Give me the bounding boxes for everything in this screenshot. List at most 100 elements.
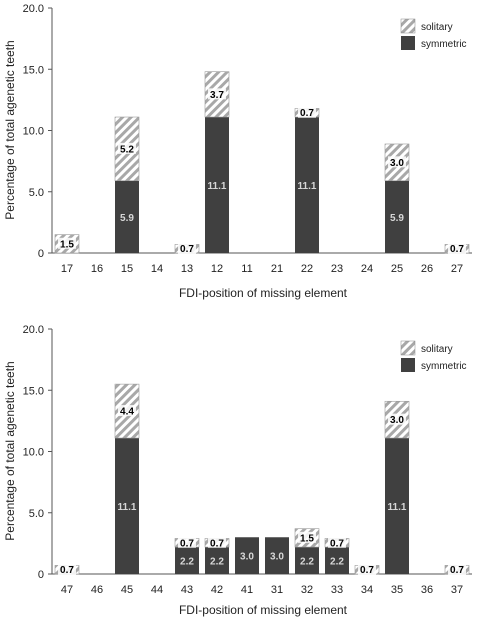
- y-tick-label: 10.0: [23, 447, 44, 459]
- data-label-bg: [298, 106, 316, 118]
- legend-label-symmetric: symmetric: [421, 39, 467, 50]
- y-tick-labels: 0 5.0 10.0 15.0 20.0: [23, 324, 52, 581]
- legend-label-solitary: solitary: [421, 344, 453, 355]
- bar-symmetric-15: [115, 180, 139, 253]
- x-axis-title: FDI-position of missing element: [179, 286, 348, 300]
- x-tick-label: 22: [301, 263, 313, 275]
- y-tick-label: 10.0: [23, 126, 44, 138]
- data-label-bg: [358, 563, 376, 575]
- data-label-symmetric-12: 11.1: [208, 181, 227, 192]
- y-tick-label: 5.0: [29, 508, 44, 520]
- y-tick-labels: 0 5.0 10.0 15.0 20.0: [23, 3, 52, 260]
- x-axis-title: FDI-position of missing element: [179, 603, 348, 617]
- y-tick-label: 15.0: [23, 385, 44, 397]
- bar-symmetric-42: [205, 547, 229, 574]
- y-tick-label: 15.0: [23, 64, 44, 76]
- data-label-solitary-25: 3.0: [390, 158, 404, 169]
- x-tick-label: 37: [451, 584, 463, 596]
- data-labels: 1.5 5.9 5.2 0.7 11.1 3.7 11.1 0.7 5.9 3.0 0.7: [58, 88, 466, 255]
- data-label-solitary-15: 5.2: [120, 144, 134, 155]
- data-label-bg: [298, 531, 316, 543]
- x-tick-label: 13: [181, 263, 193, 275]
- data-label-symmetric-31: 3.0: [270, 552, 284, 563]
- y-tick-label: 0: [38, 569, 44, 581]
- data-label-bg: [118, 142, 136, 154]
- data-label-solitary-32: 1.5: [300, 533, 314, 544]
- x-tick-labels: 47 46 45 44 43 42 41 31 32 33 34 35 36 37: [61, 584, 463, 596]
- bar-symmetric-32: [295, 547, 319, 574]
- x-tick-label: 16: [91, 263, 103, 275]
- data-label-bg: [58, 237, 76, 249]
- x-tick-labels: 17 16 15 14 13 12 11 21 22 23 24 25 26 27: [61, 263, 463, 275]
- data-label-solitary-27: 0.7: [450, 244, 464, 255]
- data-label-solitary-33: 0.7: [330, 538, 344, 549]
- data-label-solitary-37: 0.7: [450, 565, 464, 576]
- data-label-symmetric-42: 2.2: [210, 557, 224, 568]
- y-axis-title: Percentage of total agenetic teeth: [3, 40, 17, 219]
- x-tick-label: 27: [451, 263, 463, 275]
- chart-upper: 0 5.0 10.0 15.0 20.0 17 16 15 14 13 12 11 21 22 23 24 2…: [3, 3, 472, 300]
- y-tick-label: 5.0: [29, 187, 44, 199]
- data-label-symmetric-35: 11.1: [388, 502, 407, 513]
- data-label-bg: [178, 536, 196, 548]
- x-tick-label: 23: [331, 263, 343, 275]
- data-label-bg: [178, 242, 196, 254]
- x-tick-label: 46: [91, 584, 103, 596]
- data-label-solitary-12: 3.7: [210, 90, 224, 101]
- data-label-solitary-34: 0.7: [360, 565, 374, 576]
- data-label-bg: [208, 536, 226, 548]
- x-tick-label: 15: [121, 263, 133, 275]
- data-label-bg: [448, 242, 466, 254]
- data-label-symmetric-32: 2.2: [300, 557, 314, 568]
- legend: solitary symmetric: [400, 340, 467, 372]
- data-label-symmetric-43: 2.2: [180, 557, 194, 568]
- x-tick-label: 35: [391, 584, 403, 596]
- x-tick-label: 25: [391, 263, 403, 275]
- data-label-bg: [208, 88, 226, 100]
- data-label-symmetric-15: 5.9: [120, 213, 134, 224]
- data-label-bg: [388, 156, 406, 168]
- x-tick-label: 36: [421, 584, 433, 596]
- x-tick-label: 41: [241, 584, 253, 596]
- bar-symmetric-45: [115, 438, 139, 574]
- legend-swatch-solitary: [400, 18, 416, 34]
- y-tick-label: 20.0: [23, 324, 44, 336]
- data-label-symmetric-22: 11.1: [298, 181, 317, 192]
- legend-label-symmetric: symmetric: [421, 361, 467, 372]
- data-label-symmetric-25: 5.9: [390, 213, 404, 224]
- bars: [54, 383, 470, 575]
- bar-symmetric-41: [235, 537, 259, 574]
- data-label-bg: [448, 563, 466, 575]
- data-label-solitary-35: 3.0: [390, 415, 404, 426]
- bar-symmetric-31: [265, 537, 289, 574]
- x-tick-label: 12: [211, 263, 223, 275]
- data-labels: 0.7 11.1 4.4 2.2 0.7 2.2 0.7 3.0 3.0 2.2 1.5 2.2 0.7…: [58, 405, 466, 576]
- data-label-solitary-22: 0.7: [300, 108, 314, 119]
- data-label-solitary-17: 1.5: [60, 239, 74, 250]
- x-tick-label: 26: [421, 263, 433, 275]
- x-tick-label: 11: [241, 263, 252, 275]
- bar-symmetric-25: [385, 180, 409, 253]
- data-label-solitary-42: 0.7: [210, 538, 224, 549]
- x-tick-label: 33: [331, 584, 343, 596]
- data-label-solitary-47: 0.7: [60, 565, 74, 576]
- x-tick-label: 42: [211, 584, 223, 596]
- x-tick-label: 34: [361, 584, 373, 596]
- data-label-solitary-43: 0.7: [180, 538, 194, 549]
- data-label-symmetric-33: 2.2: [330, 557, 344, 568]
- legend-swatch-symmetric: [401, 358, 415, 372]
- legend-swatch-symmetric: [401, 36, 415, 50]
- bar-symmetric-43: [175, 547, 199, 574]
- data-label-symmetric-45: 11.1: [118, 502, 137, 513]
- y-tick-label: 0: [38, 248, 44, 260]
- bars: [54, 71, 470, 254]
- bar-symmetric-12: [205, 117, 229, 254]
- data-label-bg: [388, 413, 406, 425]
- bar-symmetric-35: [385, 438, 409, 574]
- x-tick-label: 47: [61, 584, 73, 596]
- x-tick-label: 32: [301, 584, 313, 596]
- chart-lower: 0 5.0 10.0 15.0 20.0 47 46 45 44 43 42 41 31 32 33 34 3…: [3, 324, 472, 617]
- y-tick-label: 20.0: [23, 3, 44, 15]
- data-label-bg: [118, 405, 136, 417]
